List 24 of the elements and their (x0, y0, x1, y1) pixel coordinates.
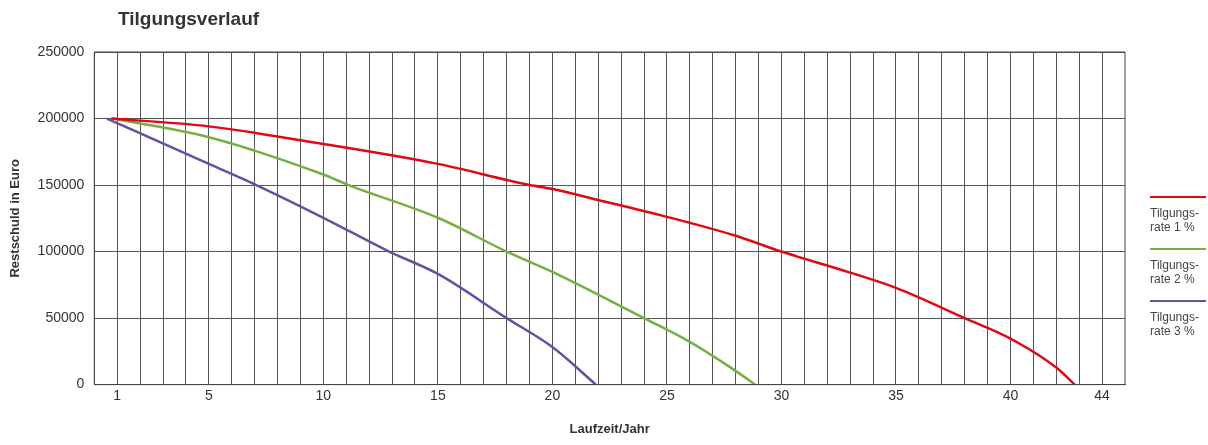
x-tick-label: 40 (1002, 386, 1019, 403)
x-tick-label: 10 (315, 386, 332, 403)
y-tick-label: 50000 (45, 308, 85, 325)
y-tick-label: 200000 (37, 109, 85, 126)
x-tick-label: 25 (659, 386, 675, 403)
y-axis-title: Restschuld in Euro (7, 159, 23, 278)
line-series (105, 117, 598, 385)
legend-label: Tilgungs- rate 1 % (1150, 206, 1200, 234)
x-tick-label: 15 (430, 386, 446, 403)
y-tick-label: 0 (76, 375, 85, 392)
x-tick-label: 30 (773, 386, 790, 403)
x-tick-label: 35 (888, 386, 904, 403)
x-axis-title: Laufzeit/Jahr (569, 420, 650, 436)
line-series (110, 117, 1076, 385)
x-tick-label: 44 (1094, 386, 1111, 403)
x-tick-label: 5 (204, 386, 213, 403)
y-tick-label: 250000 (37, 42, 85, 59)
legend-label: Tilgungs- rate 3 % (1150, 310, 1200, 338)
y-tick-label: 150000 (37, 175, 85, 192)
legend-label: Tilgungs- rate 2 % (1150, 258, 1200, 286)
x-tick-label: 1 (113, 386, 122, 403)
x-tick-label: 20 (544, 386, 561, 403)
chart-title: Tilgungsverlauf (118, 8, 260, 30)
y-tick-label: 100000 (37, 242, 85, 259)
